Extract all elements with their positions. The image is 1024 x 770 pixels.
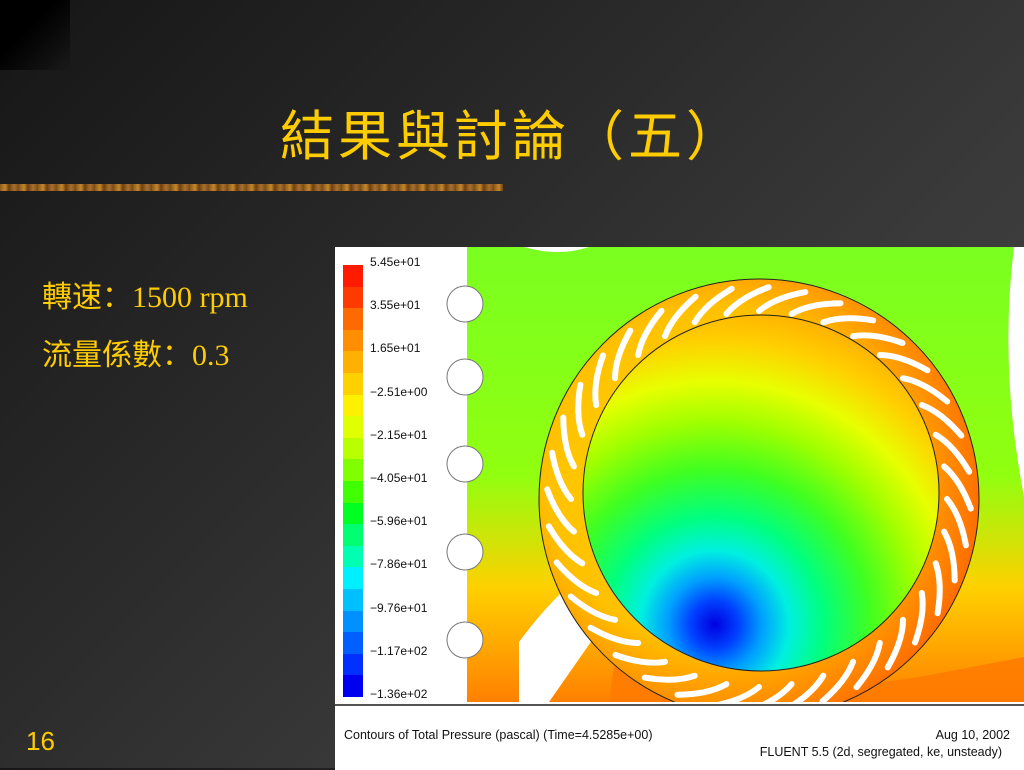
- legend-swatch: [343, 567, 363, 590]
- inlet-hole: [446, 533, 484, 571]
- casing-notch: [524, 247, 589, 252]
- impeller-blade: [723, 284, 772, 317]
- impeller-blade: [850, 332, 906, 346]
- cfd-contour-figure: 5.45e+01 3.55e+01 1.65e+01 −2.51e+00 −2.15e+…: [335, 247, 1024, 770]
- legend-tick-label: 1.65e+01: [370, 341, 421, 356]
- impeller-blade: [560, 414, 577, 470]
- caption-contour-description: Contours of Total Pressure (pascal) (Tim…: [344, 728, 653, 742]
- legend-tick-label: −2.51e+00: [370, 384, 428, 399]
- inlet-hole: [446, 445, 484, 483]
- legend-swatch: [343, 329, 363, 352]
- legend-swatch: [343, 524, 363, 547]
- impeller-blade: [932, 431, 973, 475]
- legend-tick-label: −5.96e+01: [370, 514, 428, 529]
- bullet-flow-coefficient: 流量係數：0.3: [42, 339, 230, 372]
- impeller-blade: [762, 681, 795, 702]
- figure-caption: Contours of Total Pressure (pascal) (Tim…: [335, 704, 1024, 770]
- impeller-blade: [944, 496, 969, 549]
- caption-solver: FLUENT 5.5 (2d, segregated, ke, unsteady…: [759, 745, 1002, 759]
- impeller-blade: [756, 289, 809, 314]
- impeller-blade: [567, 593, 618, 623]
- contour-plot: [439, 247, 1024, 702]
- legend-tick-label: −2.15e+01: [370, 427, 428, 442]
- impeller-blade: [932, 560, 943, 617]
- legend-tick-label: −9.76e+01: [370, 600, 428, 615]
- rotor-inner-region: [583, 315, 939, 671]
- impeller-blade: [641, 672, 698, 683]
- impeller-blade: [884, 616, 906, 671]
- legend-tick-label: 5.45e+01: [370, 255, 421, 269]
- legend-swatch: [343, 308, 363, 331]
- impeller-blade: [853, 640, 883, 691]
- impeller-blade: [716, 684, 762, 702]
- bullet-list: 轉速：1500 rpm 流量係數：0.3: [42, 280, 248, 396]
- casing-wall-right: [1008, 247, 1024, 497]
- impeller-blade: [876, 352, 931, 374]
- inlet-hole: [446, 285, 484, 323]
- inlet-holes: [446, 285, 484, 659]
- impeller-blade: [941, 528, 958, 584]
- impeller-blade: [553, 559, 600, 596]
- legend-swatch: [343, 545, 363, 568]
- impeller-blade: [612, 327, 634, 382]
- impeller-blade: [635, 307, 665, 358]
- impeller-blade: [674, 681, 730, 698]
- legend-swatch: [343, 373, 363, 396]
- legend-tick-label: 3.55e+01: [370, 298, 421, 313]
- impeller-blade: [691, 285, 735, 326]
- rotor-outer-boundary: [538, 278, 980, 702]
- legend-swatch: [343, 675, 363, 698]
- impeller-blades: [544, 284, 974, 702]
- color-legend: 5.45e+01 3.55e+01 1.65e+01 −2.51e+00 −2.15e+…: [343, 255, 441, 701]
- bullet-rotation-speed: 轉速：1500 rpm: [42, 281, 248, 314]
- legend-swatch: [343, 265, 363, 288]
- impeller-blade: [662, 293, 699, 340]
- legend-swatch: [343, 351, 363, 374]
- legend-tick-label: −7.86e+01: [370, 557, 428, 572]
- legend-swatch: [343, 459, 363, 482]
- legend-swatch: [343, 416, 363, 439]
- legend-swatch: [343, 502, 363, 525]
- impeller-blade: [918, 402, 965, 439]
- legend-swatch: [343, 286, 363, 309]
- impeller-blade: [819, 658, 856, 702]
- impeller-blade: [549, 449, 574, 502]
- impeller-blade: [792, 672, 827, 702]
- impeller-blade: [912, 590, 926, 646]
- legend-swatch: [343, 481, 363, 504]
- impeller-blade: [545, 523, 586, 567]
- impeller-blade: [788, 300, 844, 317]
- legend-swatch: [343, 437, 363, 460]
- legend-tick-label: −1.17e+02: [370, 643, 428, 658]
- contour-plot-svg: [439, 247, 1024, 702]
- corner-dot: [0, 0, 22, 18]
- legend-swatch: [343, 589, 363, 612]
- legend-swatch: [343, 610, 363, 633]
- legend-swatch: [343, 394, 363, 417]
- slide-title: 結果與討論（五）: [280, 105, 744, 168]
- impeller-blade: [900, 375, 951, 405]
- inlet-hole: [446, 358, 484, 396]
- inlet-hole: [446, 621, 484, 659]
- rotor-inner-boundary: [582, 314, 940, 672]
- caption-date: Aug 10, 2002: [935, 728, 1010, 742]
- legend-swatch: [343, 653, 363, 676]
- impeller-blade: [592, 352, 606, 408]
- impeller-blade: [612, 652, 668, 666]
- title-rule: [0, 184, 503, 191]
- impeller-blade: [820, 315, 877, 326]
- legend-tick-label: −1.36e+02: [370, 687, 428, 701]
- legend-swatch: [343, 632, 363, 655]
- impeller-blade: [587, 624, 642, 646]
- impeller-blade: [575, 381, 586, 438]
- legend-tick-label: −4.05e+01: [370, 471, 428, 485]
- impeller-blade: [941, 463, 974, 512]
- impeller-blade: [544, 486, 577, 535]
- slide-number: 16: [26, 726, 55, 756]
